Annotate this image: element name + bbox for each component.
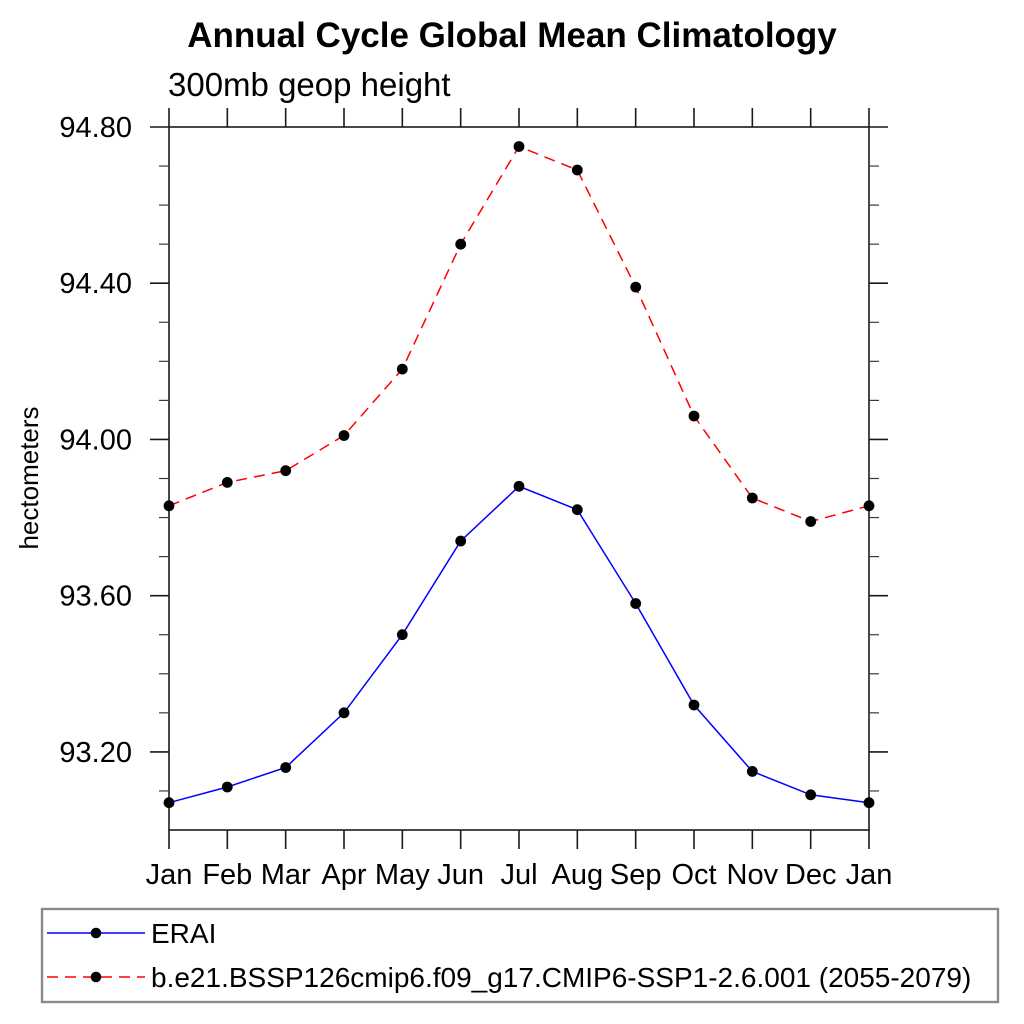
legend-label-model: b.e21.BSSP126cmip6.f09_g17.CMIP6-SSP1-2.…	[151, 962, 971, 993]
data-point-marker	[630, 598, 642, 609]
data-point-marker	[163, 797, 175, 809]
data-point-marker	[163, 500, 175, 512]
legend-entry-model: b.e21.BSSP126cmip6.f09_g17.CMIP6-SSP1-2.…	[47, 962, 971, 993]
y-tick-label: 93.60	[59, 581, 132, 613]
axes: Jan Feb Mar Apr May Jun Jul Aug Sep Oct Nov Dec Jan 9…	[59, 108, 892, 891]
x-tick-label: Feb	[202, 859, 252, 891]
data-point-marker	[221, 781, 233, 793]
legend-border	[40, 907, 1000, 1004]
y-tick-label: 93.20	[59, 737, 132, 769]
data-point-marker	[805, 516, 817, 527]
data-point-marker	[571, 504, 583, 516]
x-tick-label: Sep	[610, 859, 662, 891]
x-tick-label: Aug	[552, 859, 604, 891]
data-point-marker	[338, 430, 350, 441]
data-point-marker	[513, 480, 525, 492]
series-line-0	[168, 485, 870, 804]
data-point-marker	[863, 797, 875, 809]
data-point-marker	[630, 281, 642, 293]
data-point-marker	[746, 766, 758, 777]
data-point-marker	[688, 699, 700, 711]
data-point-marker	[221, 477, 233, 488]
data-point-marker	[280, 762, 292, 773]
legend-marker-dot-icon	[90, 971, 102, 983]
y-tick-label: 94.00	[59, 424, 132, 456]
y-tick-label: 94.80	[59, 112, 132, 144]
plot-frame	[168, 126, 870, 831]
legend-entry-erai: ERAI	[47, 918, 216, 949]
data-point-marker	[571, 164, 583, 176]
legend-box: ERAI b.e21.BSSP126cmip6.f09_g17.CMIP6-SS…	[40, 907, 1000, 1004]
legend-marker-dot-icon	[90, 927, 102, 939]
data-series	[163, 141, 875, 809]
x-tick-label: Dec	[785, 859, 837, 891]
x-tick-label: May	[375, 859, 430, 891]
legend-label-erai: ERAI	[151, 918, 216, 949]
data-point-marker	[396, 629, 408, 641]
data-point-marker	[746, 492, 758, 504]
series-line-1	[168, 145, 870, 523]
data-point-marker	[338, 707, 350, 719]
x-tick-label: Jun	[437, 859, 484, 891]
data-point-marker	[396, 363, 408, 375]
data-point-marker	[455, 535, 467, 547]
data-point-marker	[455, 238, 467, 250]
x-tick-label: Jul	[500, 859, 537, 891]
x-tick-label: Apr	[321, 859, 366, 891]
x-tick-label: Mar	[261, 859, 311, 891]
y-tick-label: 94.40	[59, 268, 132, 300]
x-tick-label: Nov	[727, 859, 779, 891]
y-axis-label: hectometers	[14, 406, 44, 549]
x-tick-label: Jan	[846, 859, 893, 891]
x-tick-label: Oct	[671, 859, 716, 891]
data-point-marker	[513, 141, 525, 152]
chart-title: Annual Cycle Global Mean Climatology	[187, 16, 837, 55]
chart-subtitle: 300mb geop height	[168, 66, 451, 103]
data-point-marker	[280, 465, 292, 477]
data-point-marker	[688, 410, 700, 422]
data-point-marker	[863, 500, 875, 512]
data-point-marker	[805, 789, 817, 801]
x-tick-label: Jan	[146, 859, 193, 891]
